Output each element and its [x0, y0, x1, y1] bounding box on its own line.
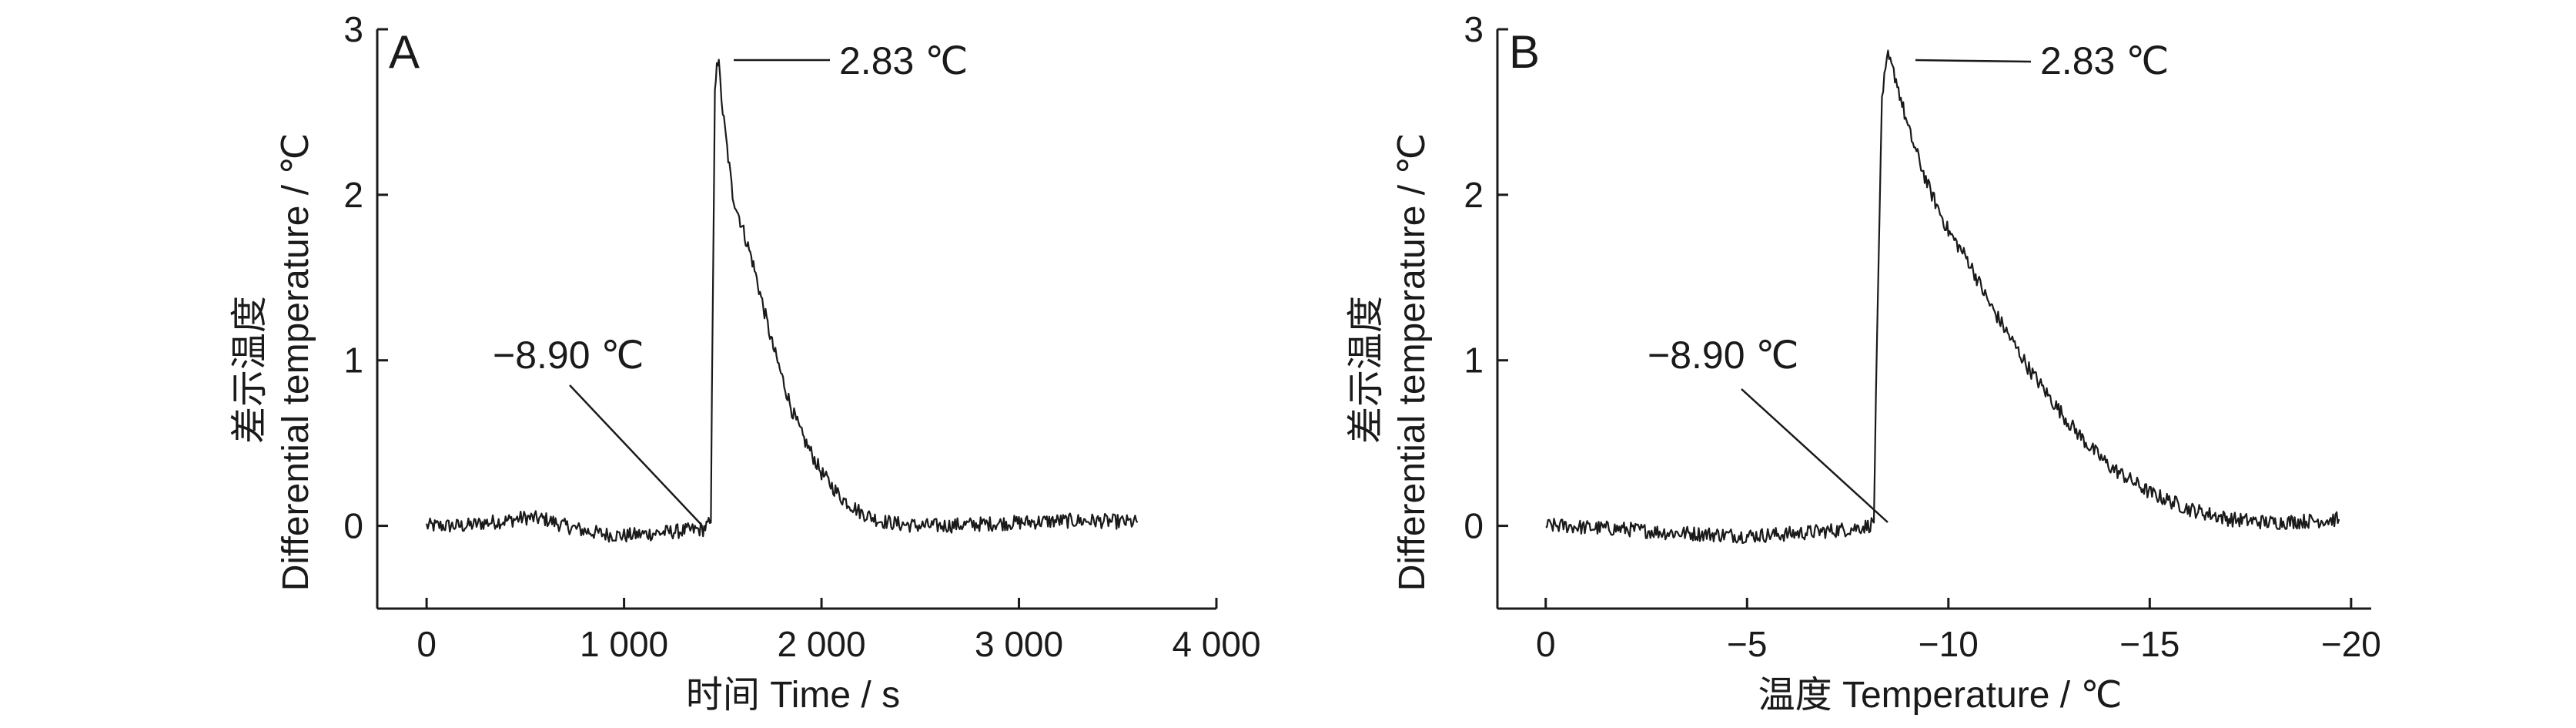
annotation-label: 2.83 ℃ — [2040, 39, 2169, 82]
x-tick-label: −20 — [2321, 624, 2381, 664]
panel-a-x-axis-title: 时间 Time / s — [686, 675, 900, 716]
x-tick-label: 4 000 — [1172, 624, 1260, 664]
panel-a-y-axis: 0 1 2 3 — [343, 9, 388, 609]
y-tick-label: 1 — [1464, 341, 1484, 381]
y-tick-label: 1 — [343, 341, 363, 381]
panel-a-label: A — [389, 26, 420, 78]
panel-b-y-axis: 0 1 2 3 — [1464, 9, 1508, 609]
y-tick-label: 2 — [1464, 175, 1484, 215]
x-tick-label: −15 — [2119, 624, 2180, 664]
y-tick-label: 0 — [343, 506, 363, 546]
series-line — [1545, 49, 2340, 545]
panel-a-y-axis-title-cn: 差示温度 — [228, 296, 271, 444]
x-tick-label: −10 — [1919, 624, 1979, 664]
annotation-label: −8.90 ℃ — [1648, 334, 1799, 377]
x-tick-label: 1 000 — [580, 624, 668, 664]
x-tick-label: 0 — [417, 624, 437, 664]
y-tick-label: 0 — [1464, 506, 1484, 546]
annotation-leader-line — [569, 384, 701, 525]
panel-b-x-axis-title: 温度 Temperature / ℃ — [1758, 675, 2123, 716]
x-tick-label: 0 — [1536, 624, 1556, 664]
panel-b: B 0 1 2 3 0 −5 −10 −15 −20 2.83 ℃ −8.90 ℃ 温度 Tem… — [1344, 9, 2381, 716]
panel-a-x-axis: 0 1 000 2 000 3 000 4 000 — [377, 598, 1261, 664]
panel-b-y-axis-title-en: Differential temperature / ℃ — [1392, 133, 1433, 592]
x-tick-label: 3 000 — [975, 624, 1063, 664]
y-tick-label: 2 — [343, 175, 363, 215]
annotation-leader-line — [1741, 388, 1889, 523]
panel-b-y-axis-title-cn: 差示温度 — [1344, 296, 1387, 444]
panel-b-x-axis: 0 −5 −10 −15 −20 — [1497, 598, 2381, 664]
panel-b-label: B — [1509, 26, 1540, 78]
panel-a: A 0 1 2 3 0 1 000 2 000 3 000 4 000 2.83 ℃ −8.90… — [228, 9, 1261, 716]
series-line — [426, 59, 1139, 543]
annotation-label: −8.90 ℃ — [493, 334, 644, 377]
y-tick-label: 3 — [1464, 9, 1484, 49]
panel-a-y-axis-title-en: Differential temperature / ℃ — [276, 133, 316, 592]
x-tick-label: −5 — [1727, 624, 1767, 664]
annotation-label: 2.83 ℃ — [839, 39, 968, 82]
x-tick-label: 2 000 — [777, 624, 865, 664]
y-tick-label: 3 — [343, 9, 363, 49]
annotation-leader-line — [1915, 59, 2032, 63]
